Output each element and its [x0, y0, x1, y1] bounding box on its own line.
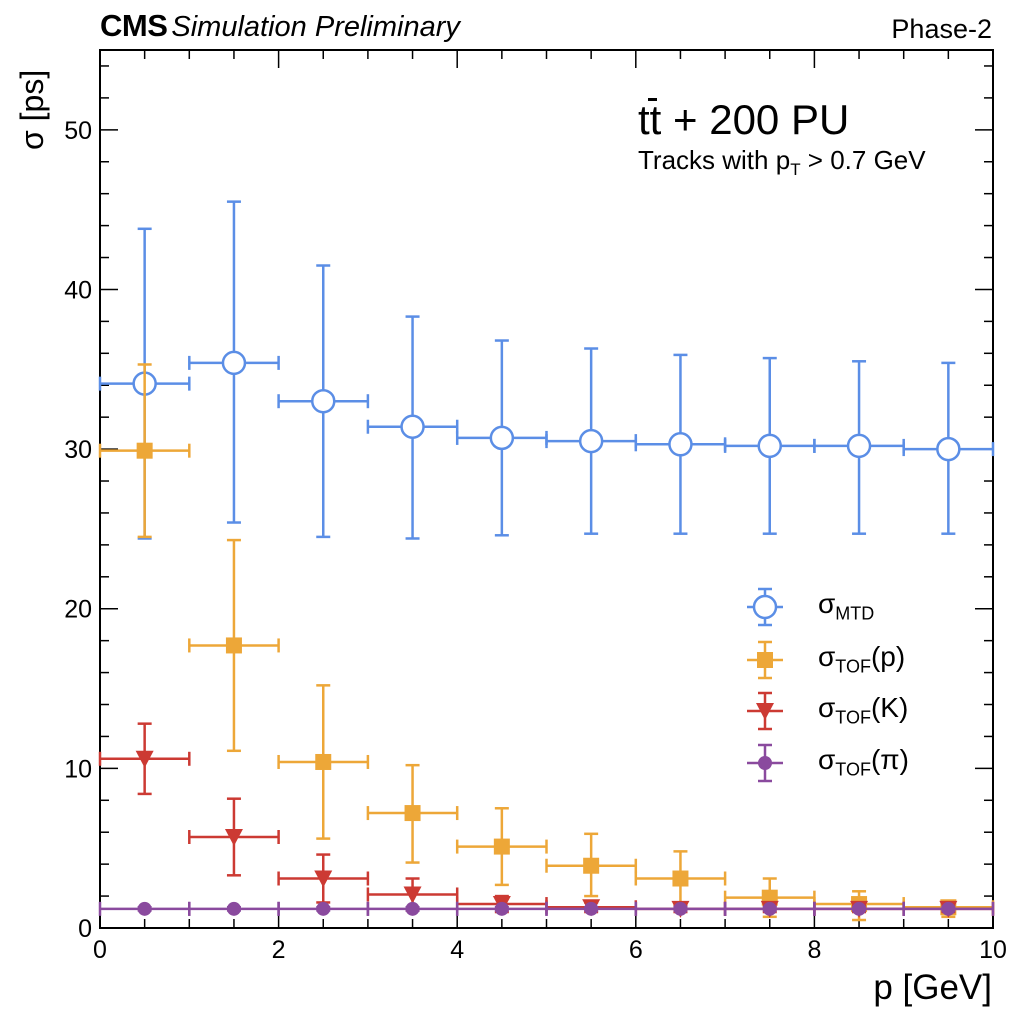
data-marker	[852, 901, 867, 916]
legend-symbol	[752, 594, 778, 620]
data-marker	[224, 829, 243, 847]
process-ttbar: tt	[638, 96, 662, 143]
data-point	[813, 360, 905, 535]
legend-symbol	[757, 652, 773, 668]
data-marker	[757, 433, 782, 459]
data-point	[98, 363, 191, 539]
data-marker	[403, 886, 422, 904]
legend-label-tof-kaon: σTOF(K)	[818, 692, 909, 728]
y-tick-label: 40	[64, 276, 92, 304]
data-marker	[400, 414, 425, 439]
data-marker	[762, 901, 777, 916]
data-point	[188, 538, 280, 753]
data-point	[366, 901, 459, 916]
legend-marker-series-tof-pion	[747, 743, 783, 783]
data-point	[902, 901, 995, 916]
data-point	[366, 315, 459, 540]
data-marker	[583, 857, 600, 874]
data-point	[455, 901, 548, 916]
legend-marker-series-tof-kaon	[747, 691, 783, 731]
data-marker	[135, 750, 154, 768]
data-point	[98, 722, 191, 796]
data-point	[277, 901, 370, 916]
x-tick-label: 8	[807, 936, 821, 964]
experiment-name: CMS	[100, 8, 168, 43]
legend-label-mtd: σMTD	[818, 588, 875, 624]
data-marker	[137, 901, 152, 916]
data-point	[277, 264, 370, 539]
y-tick-label: 30	[64, 436, 92, 464]
legend-symbol	[758, 756, 772, 770]
y-tick-label: 50	[64, 117, 92, 145]
data-point	[277, 684, 370, 840]
data-marker	[936, 436, 961, 462]
data-point	[366, 763, 459, 864]
x-tick-label: 6	[629, 936, 643, 964]
series-mtd	[98, 200, 995, 540]
data-marker	[405, 901, 420, 916]
data-marker	[311, 388, 336, 414]
data-marker	[672, 870, 689, 887]
data-point	[188, 797, 280, 877]
data-point	[188, 901, 280, 916]
data-marker	[673, 901, 688, 916]
data-point	[723, 356, 816, 535]
data-marker	[941, 901, 956, 916]
data-marker	[494, 901, 509, 916]
data-point	[545, 347, 638, 535]
data-point	[455, 339, 548, 537]
legend-label-tof-pion: σTOF(π)	[818, 744, 909, 780]
series-tof-proton	[98, 363, 995, 922]
y-tick-label: 20	[64, 596, 92, 624]
data-marker	[584, 901, 599, 916]
data-marker	[668, 432, 693, 457]
y-axis-title: σ [ps]	[14, 69, 50, 150]
legend-label-tof-proton: σTOF(p)	[818, 641, 906, 677]
data-marker	[226, 901, 241, 916]
data-point	[545, 901, 638, 916]
legend-marker-series-tof-proton	[747, 640, 783, 680]
y-tick-label: 0	[78, 915, 92, 943]
data-marker	[221, 350, 247, 376]
data-marker	[489, 425, 515, 451]
data-point	[634, 353, 727, 535]
process-pileup: + 200 PU	[661, 96, 850, 143]
data-point	[98, 901, 191, 916]
experiment-label: CMS Simulation Preliminary	[100, 8, 460, 44]
data-marker	[136, 442, 153, 459]
data-point	[634, 850, 727, 906]
data-marker	[493, 838, 510, 855]
data-marker	[578, 428, 604, 454]
data-point	[545, 832, 638, 898]
data-point	[634, 901, 727, 916]
x-tick-label: 10	[979, 936, 1007, 964]
experiment-status: Simulation Preliminary	[171, 11, 460, 43]
data-marker	[314, 870, 333, 888]
data-point	[902, 361, 995, 535]
process-annotation: tt + 200 PU	[638, 96, 849, 144]
data-point	[277, 853, 370, 904]
phase-label: Phase-2	[891, 14, 992, 44]
y-tick-label: 10	[64, 755, 92, 783]
legend-marker-series-mtd	[747, 587, 783, 627]
x-axis-title: p [GeV]	[873, 968, 992, 1007]
data-point	[723, 901, 816, 916]
data-point	[455, 807, 548, 887]
series-tof-pion	[98, 901, 995, 916]
data-point	[188, 200, 280, 524]
data-point	[813, 901, 905, 916]
data-marker	[316, 901, 331, 916]
data-marker	[404, 805, 421, 822]
x-tick-label: 4	[450, 936, 464, 964]
data-marker	[315, 753, 332, 770]
data-marker	[225, 637, 242, 654]
x-tick-label: 2	[272, 936, 286, 964]
x-tick-label: 0	[93, 936, 107, 964]
legend-symbol	[756, 703, 774, 720]
data-marker	[846, 433, 872, 459]
track-cut-annotation: Tracks with pT > 0.7 GeV	[638, 145, 926, 180]
